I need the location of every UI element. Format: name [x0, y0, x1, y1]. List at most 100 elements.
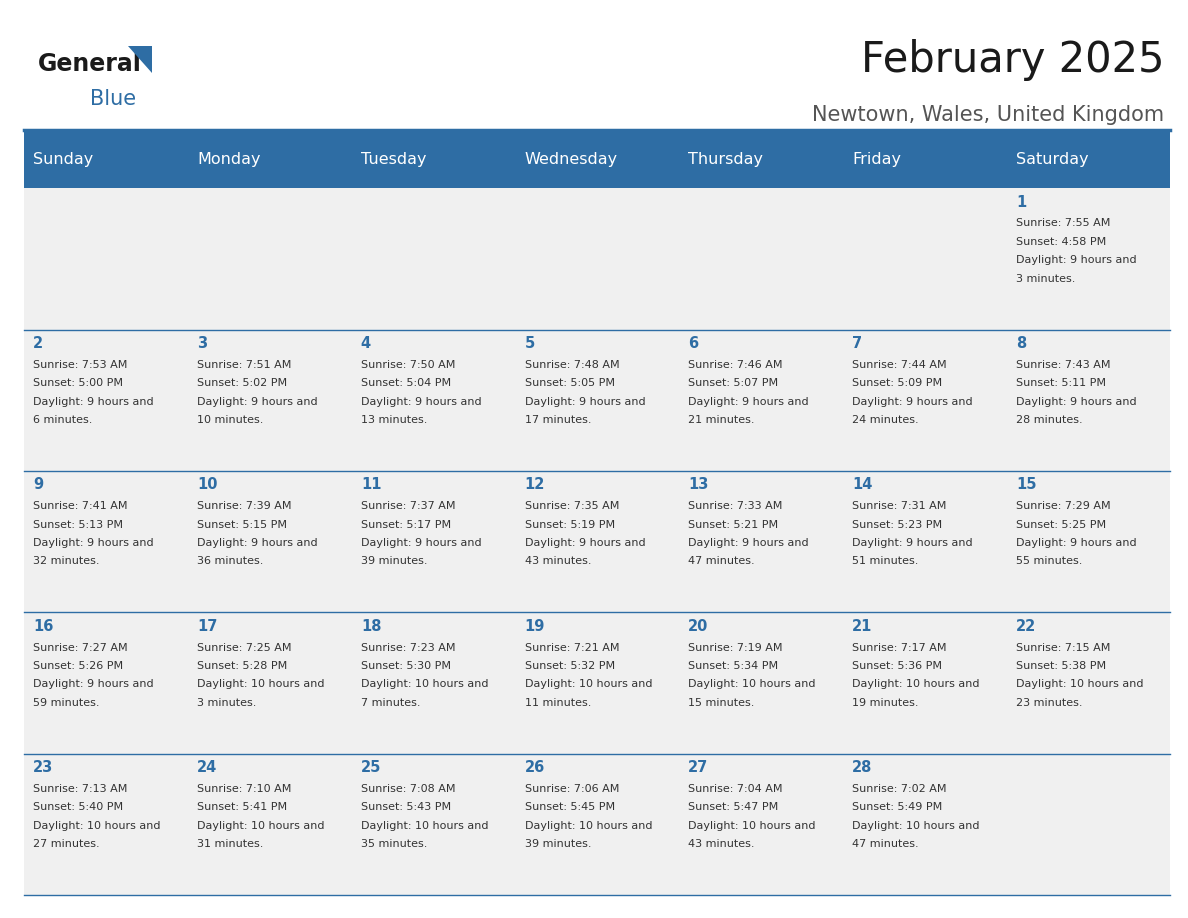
Text: 15: 15 — [1016, 477, 1036, 492]
Text: February 2025: February 2025 — [861, 39, 1164, 81]
Text: Sunset: 5:02 PM: Sunset: 5:02 PM — [197, 378, 287, 388]
Text: Sunset: 5:23 PM: Sunset: 5:23 PM — [852, 520, 942, 530]
Text: 11 minutes.: 11 minutes. — [525, 698, 590, 708]
Text: 51 minutes.: 51 minutes. — [852, 556, 918, 566]
Bar — [24, 754, 188, 895]
Text: Sunrise: 7:50 AM: Sunrise: 7:50 AM — [361, 360, 455, 370]
Text: 23 minutes.: 23 minutes. — [1016, 698, 1082, 708]
Bar — [516, 754, 678, 895]
Text: Sunset: 5:47 PM: Sunset: 5:47 PM — [688, 802, 778, 812]
Text: 2: 2 — [33, 336, 44, 351]
Text: Daylight: 9 hours and: Daylight: 9 hours and — [852, 538, 973, 548]
Bar — [188, 188, 352, 330]
Text: Sunrise: 7:02 AM: Sunrise: 7:02 AM — [852, 784, 947, 794]
Text: Sunrise: 7:10 AM: Sunrise: 7:10 AM — [197, 784, 291, 794]
Bar — [24, 188, 188, 330]
Text: Daylight: 9 hours and: Daylight: 9 hours and — [852, 397, 973, 407]
Text: Sunset: 5:43 PM: Sunset: 5:43 PM — [361, 802, 451, 812]
Text: 43 minutes.: 43 minutes. — [688, 839, 754, 849]
Text: Sunrise: 7:48 AM: Sunrise: 7:48 AM — [525, 360, 619, 370]
Text: Daylight: 9 hours and: Daylight: 9 hours and — [688, 397, 809, 407]
Text: Newtown, Wales, United Kingdom: Newtown, Wales, United Kingdom — [813, 105, 1164, 125]
Text: Sunset: 5:36 PM: Sunset: 5:36 PM — [852, 661, 942, 671]
Text: 28: 28 — [852, 760, 872, 775]
Text: 10 minutes.: 10 minutes. — [197, 415, 264, 425]
Text: Sunset: 5:00 PM: Sunset: 5:00 PM — [33, 378, 124, 388]
Text: Sunrise: 7:29 AM: Sunrise: 7:29 AM — [1016, 501, 1111, 511]
Text: Sunset: 4:58 PM: Sunset: 4:58 PM — [1016, 237, 1106, 247]
Bar — [1006, 471, 1170, 612]
Bar — [678, 188, 842, 330]
Text: 16: 16 — [33, 619, 53, 633]
Bar — [188, 471, 352, 612]
Bar — [842, 471, 1006, 612]
Bar — [188, 612, 352, 754]
Text: Daylight: 10 hours and: Daylight: 10 hours and — [1016, 679, 1143, 689]
Text: Sunset: 5:13 PM: Sunset: 5:13 PM — [33, 520, 124, 530]
Text: Thursday: Thursday — [688, 152, 764, 167]
Text: Sunset: 5:49 PM: Sunset: 5:49 PM — [852, 802, 942, 812]
Bar — [678, 612, 842, 754]
Bar — [678, 754, 842, 895]
Text: Sunrise: 7:53 AM: Sunrise: 7:53 AM — [33, 360, 127, 370]
Text: Sunrise: 7:51 AM: Sunrise: 7:51 AM — [197, 360, 291, 370]
Text: 21 minutes.: 21 minutes. — [688, 415, 754, 425]
Bar — [842, 330, 1006, 471]
Text: 10: 10 — [197, 477, 217, 492]
Text: Sunset: 5:15 PM: Sunset: 5:15 PM — [197, 520, 287, 530]
Text: Daylight: 10 hours and: Daylight: 10 hours and — [197, 679, 324, 689]
Text: 27 minutes.: 27 minutes. — [33, 839, 100, 849]
Text: Sunset: 5:04 PM: Sunset: 5:04 PM — [361, 378, 451, 388]
Text: Daylight: 10 hours and: Daylight: 10 hours and — [33, 821, 160, 831]
Text: Sunrise: 7:23 AM: Sunrise: 7:23 AM — [361, 643, 455, 653]
Text: 7: 7 — [852, 336, 862, 351]
Text: 39 minutes.: 39 minutes. — [361, 556, 428, 566]
Text: 47 minutes.: 47 minutes. — [852, 839, 918, 849]
Bar — [516, 330, 678, 471]
Bar — [1006, 754, 1170, 895]
Bar — [678, 471, 842, 612]
Text: 59 minutes.: 59 minutes. — [33, 698, 100, 708]
Text: Daylight: 10 hours and: Daylight: 10 hours and — [688, 679, 816, 689]
Text: Daylight: 9 hours and: Daylight: 9 hours and — [197, 538, 317, 548]
Text: Sunrise: 7:19 AM: Sunrise: 7:19 AM — [688, 643, 783, 653]
Text: Sunset: 5:30 PM: Sunset: 5:30 PM — [361, 661, 450, 671]
Text: 31 minutes.: 31 minutes. — [197, 839, 264, 849]
Text: 20: 20 — [688, 619, 709, 633]
Text: Daylight: 9 hours and: Daylight: 9 hours and — [688, 538, 809, 548]
Text: Sunset: 5:38 PM: Sunset: 5:38 PM — [1016, 661, 1106, 671]
Text: 12: 12 — [525, 477, 545, 492]
Text: Sunrise: 7:35 AM: Sunrise: 7:35 AM — [525, 501, 619, 511]
Text: 5: 5 — [525, 336, 535, 351]
Text: Monday: Monday — [197, 152, 260, 167]
Text: Sunset: 5:11 PM: Sunset: 5:11 PM — [1016, 378, 1106, 388]
Text: Daylight: 9 hours and: Daylight: 9 hours and — [525, 397, 645, 407]
Text: Sunrise: 7:17 AM: Sunrise: 7:17 AM — [852, 643, 947, 653]
Text: 27: 27 — [688, 760, 708, 775]
Text: Sunrise: 7:41 AM: Sunrise: 7:41 AM — [33, 501, 128, 511]
Text: Sunrise: 7:25 AM: Sunrise: 7:25 AM — [197, 643, 291, 653]
Text: Sunset: 5:32 PM: Sunset: 5:32 PM — [525, 661, 614, 671]
Text: Sunset: 5:05 PM: Sunset: 5:05 PM — [525, 378, 614, 388]
Text: Daylight: 10 hours and: Daylight: 10 hours and — [688, 821, 816, 831]
Bar — [516, 188, 678, 330]
Text: Sunset: 5:34 PM: Sunset: 5:34 PM — [688, 661, 778, 671]
Text: Sunrise: 7:44 AM: Sunrise: 7:44 AM — [852, 360, 947, 370]
Text: Sunrise: 7:21 AM: Sunrise: 7:21 AM — [525, 643, 619, 653]
Bar — [188, 754, 352, 895]
Text: Sunset: 5:21 PM: Sunset: 5:21 PM — [688, 520, 778, 530]
Text: 14: 14 — [852, 477, 872, 492]
Text: 17 minutes.: 17 minutes. — [525, 415, 592, 425]
Text: Daylight: 10 hours and: Daylight: 10 hours and — [361, 679, 488, 689]
Text: Daylight: 10 hours and: Daylight: 10 hours and — [525, 679, 652, 689]
Bar — [352, 188, 516, 330]
Text: Sunrise: 7:37 AM: Sunrise: 7:37 AM — [361, 501, 455, 511]
Text: 7 minutes.: 7 minutes. — [361, 698, 421, 708]
Text: Sunset: 5:19 PM: Sunset: 5:19 PM — [525, 520, 614, 530]
Text: Wednesday: Wednesday — [525, 152, 618, 167]
Text: Sunrise: 7:39 AM: Sunrise: 7:39 AM — [197, 501, 291, 511]
Text: 24 minutes.: 24 minutes. — [852, 415, 918, 425]
Bar — [188, 330, 352, 471]
Text: Sunrise: 7:43 AM: Sunrise: 7:43 AM — [1016, 360, 1111, 370]
Text: 3 minutes.: 3 minutes. — [1016, 274, 1075, 284]
